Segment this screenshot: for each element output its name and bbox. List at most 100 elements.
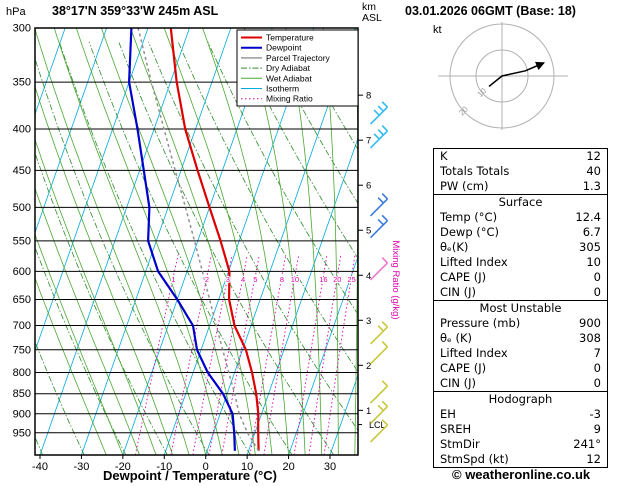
table-section-title: Surface (434, 194, 607, 210)
legend-item-label: Wet Adiabat (266, 73, 312, 83)
table-row-value: 9 (593, 422, 601, 436)
pressure-tick-label: 450 (13, 165, 31, 177)
dry-adiabat-line (207, 41, 358, 316)
station-title: 38°17'N 359°33'W 245m ASL (52, 4, 219, 18)
x-tick-label: 30 (324, 461, 336, 473)
table-row: Lifted Index 10 (434, 255, 607, 270)
mixing-ratio-line (263, 254, 300, 455)
wind-barb (369, 214, 389, 239)
hodograph-unit-label: kt (433, 24, 442, 36)
legend-item-label: Dry Adiabat (266, 63, 311, 73)
table-row-value: 6.7 (582, 225, 601, 239)
profile-temperature (169, 28, 260, 451)
wind-barb-tick (377, 404, 384, 412)
wind-barb-staff (369, 262, 389, 281)
wind-barb-tick (377, 105, 384, 112)
wet-adiabat-line (101, 28, 240, 455)
table-row-value: 308 (579, 331, 601, 345)
x-tick-label: -10 (156, 461, 172, 473)
table-row: SREH 9 (434, 422, 607, 437)
wind-barb-tick (377, 129, 384, 136)
wind-barb-tick (373, 109, 380, 116)
table-row-value: -3 (589, 407, 601, 421)
mixing-ratio-line (221, 254, 260, 455)
isotherm-line (288, 255, 358, 455)
wind-barb-tick (381, 257, 389, 264)
isotherm-line (35, 28, 149, 353)
wind-barb-staff (369, 220, 389, 239)
wind-barb (369, 380, 389, 404)
table-row: θₑ(K) 305 (434, 240, 607, 255)
sounding-profiles (127, 28, 260, 452)
plot-border (34, 27, 359, 456)
km-tick-label: 2 (366, 361, 371, 372)
table-row-label: Pressure (mb) (440, 316, 521, 330)
wet-adiabat-line (130, 28, 256, 455)
pressure-tick-label: 800 (13, 367, 31, 379)
x-tick-label: -40 (32, 461, 48, 473)
altitude-unit-asl: ASL (362, 12, 382, 24)
wet-adiabat-line (285, 28, 323, 455)
mixing-ratio-line (192, 254, 233, 455)
wet-adiabat-line (202, 28, 289, 455)
table-row-value: 241° (573, 437, 601, 451)
mixing-ratio-line (208, 254, 248, 455)
table-row: CAPE (J) 0 (434, 361, 607, 376)
isotherm-line (39, 28, 190, 455)
table-row: CIN (J) 0 (434, 376, 607, 391)
table-row: Pressure (mb) 900 (434, 316, 607, 331)
wind-barb-tick (377, 325, 384, 332)
wind-barb-tick (381, 380, 389, 387)
wind-barb-tick (381, 125, 389, 132)
wind-barbs (369, 101, 389, 443)
table-row-label: CIN (J) (440, 376, 477, 390)
km-tick-label: 3 (366, 316, 371, 327)
wet-adiabat-line (35, 138, 157, 455)
table-row-value: 0 (593, 285, 601, 299)
wind-barb-tick (381, 101, 389, 108)
datetime-label: 03.01.2026 06GMT (Base: 18) (405, 4, 576, 18)
legend-item-label: Parcel Trajectory (266, 53, 331, 63)
hodograph-trace (488, 61, 545, 87)
mixing-ratio-line (293, 254, 328, 455)
profile-dewpoint (127, 28, 236, 451)
altitude-unit-km: km (362, 1, 376, 13)
table-row-label: CAPE (J) (440, 361, 487, 375)
pressure-tick-label: 350 (13, 77, 31, 89)
table-row-label: SREH (440, 422, 472, 436)
wind-barb (369, 193, 389, 217)
table-row: Dewp (°C) 6.7 (434, 225, 607, 240)
table-row-value: 40 (586, 164, 601, 178)
table-row-value: 305 (579, 240, 601, 254)
table-row-value: 0 (593, 376, 601, 390)
mixing-ratio-value-label: 4 (241, 275, 245, 284)
table-row-label: Dewp (°C) (440, 225, 500, 239)
pressure-tick-label: 950 (13, 427, 31, 439)
wind-barb (369, 400, 389, 425)
table-row: StmDir 241° (434, 437, 607, 452)
pressure-tick-label: 650 (13, 294, 31, 306)
table-row-value: 10 (586, 255, 601, 269)
table-row-label: StmSpd (kt) (440, 452, 509, 466)
x-tick-label: -20 (115, 461, 131, 473)
mixing-ratio-value-label: 8 (280, 275, 284, 284)
legend-item-label: Mixing Ratio (266, 94, 313, 104)
table-row: PW (cm) 1.3 (434, 179, 607, 194)
x-tick-label: 0 (203, 461, 209, 473)
mixing-ratio-value-label: 25 (347, 275, 355, 284)
table-row: θₑ (K) 308 (434, 331, 607, 346)
mixing-ratio-line (170, 254, 212, 455)
mixing-ratio-labels: 1 2 3 4 5 8 10 16 20 25 (170, 274, 356, 285)
table-row-label: Totals Totals (440, 164, 510, 178)
wind-barb-staff (369, 405, 389, 425)
mixing-ratio-value-label: 2 (205, 275, 209, 284)
mixing-ratio-line (249, 254, 287, 455)
profile-parcel-trajectory (137, 28, 260, 452)
x-axis-label: Dewpoint / Temperature (°C) (103, 468, 277, 483)
table-row: CAPE (J) 0 (434, 270, 607, 285)
pressure-tick-label: 300 (13, 23, 31, 35)
table-row: Totals Totals 40 (434, 164, 607, 179)
